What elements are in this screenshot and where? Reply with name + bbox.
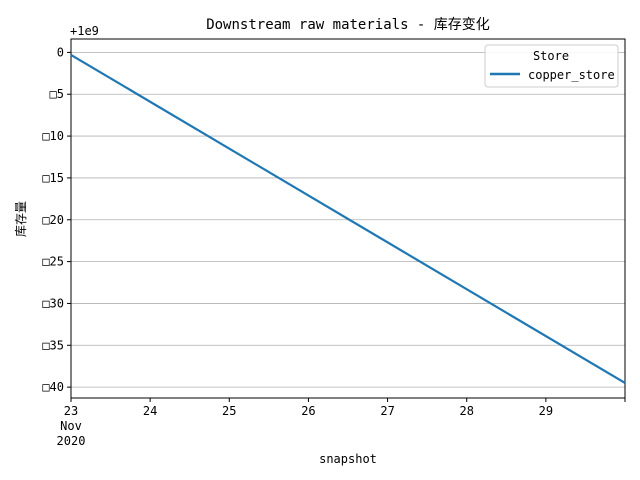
series-line-copper-store bbox=[70, 53, 626, 384]
y-axis: 0 □5 □10 □15 □20 □25 □30 □35 □40 bbox=[42, 45, 71, 394]
y-tick-label: □30 bbox=[42, 296, 64, 310]
x-tick-label: 28 bbox=[459, 404, 473, 418]
y-tick-label: 0 bbox=[57, 45, 64, 59]
x-tick-label: 26 bbox=[301, 404, 315, 418]
legend-label-copper-store: copper_store bbox=[528, 68, 615, 82]
x-tick-label: 27 bbox=[380, 404, 394, 418]
x-tick-label: 23 bbox=[64, 404, 78, 418]
y-tick-label: □5 bbox=[50, 87, 64, 101]
y-axis-label: 库存量 bbox=[13, 201, 28, 237]
x-tick-label: 25 bbox=[222, 404, 236, 418]
series-lines bbox=[70, 53, 626, 384]
y-tick-label: □35 bbox=[42, 338, 64, 352]
y-tick-label: □25 bbox=[42, 255, 64, 269]
chart-title: Downstream raw materials - 库存变化 bbox=[206, 17, 490, 33]
x-axis-label: snapshot bbox=[319, 452, 377, 466]
x-tick-label: 29 bbox=[539, 404, 553, 418]
x-tick-sublabel-year: 2020 bbox=[57, 434, 86, 448]
y-tick-label: □10 bbox=[42, 129, 64, 143]
legend: Store copper_store bbox=[484, 44, 619, 88]
legend-title: Store bbox=[533, 49, 569, 63]
x-axis: 23 24 25 26 27 28 29 bbox=[64, 398, 626, 418]
plot-area bbox=[70, 38, 626, 399]
y-tick-label: □15 bbox=[42, 171, 64, 185]
y-tick-label: □40 bbox=[42, 380, 64, 394]
legend-box bbox=[484, 44, 619, 88]
x-tick-sublabel-month: Nov bbox=[60, 419, 82, 433]
x-tick-label: 24 bbox=[143, 404, 157, 418]
y-offset-text: +1e9 bbox=[70, 24, 99, 38]
y-tick-label: □20 bbox=[42, 213, 64, 227]
